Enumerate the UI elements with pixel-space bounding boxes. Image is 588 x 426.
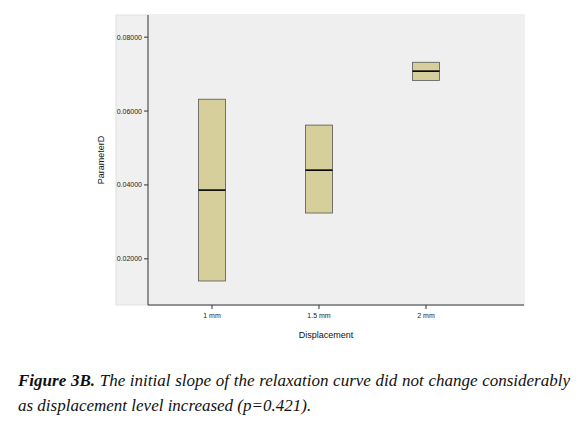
x-tick-label: 1.5 mm [307,312,331,319]
x-tick [426,305,427,309]
y-tick-label: 0.08000 [117,34,142,41]
x-tick-label: 2 mm [417,312,435,319]
caption: Figure 3B. The initial slope of the rela… [18,368,570,418]
caption-text: The initial slope of the relaxation curv… [18,371,570,415]
y-tick-label: 0.04000 [117,181,142,188]
plot-area [148,15,524,305]
median [199,189,226,191]
background [116,15,524,305]
box [199,99,226,281]
y-tick [144,258,148,259]
median [306,169,333,171]
x-tick-label: 1 mm [203,312,221,319]
y-tick-label: 0.02000 [117,255,142,262]
box [413,62,440,80]
x-tick [319,305,320,309]
chart: 0.02000 0.04000 0.06000 0.08000 1 mm 1.5 mm 2 … [0,0,588,360]
x-tick [212,305,213,309]
x-axis [148,305,524,306]
median [413,70,440,72]
y-axis-label: ParameterD [96,135,106,184]
y-tick [144,111,148,112]
boxes [199,62,440,281]
box [306,125,333,213]
y-tick [144,37,148,38]
figure: 0.02000 0.04000 0.06000 0.08000 1 mm 1.5 mm 2 … [0,0,588,426]
x-axis-label: Displacement [299,330,354,340]
y-tick-label: 0.06000 [117,108,142,115]
caption-label: Figure 3B. [18,371,95,390]
y-tick [144,184,148,185]
y-axis [148,15,149,305]
